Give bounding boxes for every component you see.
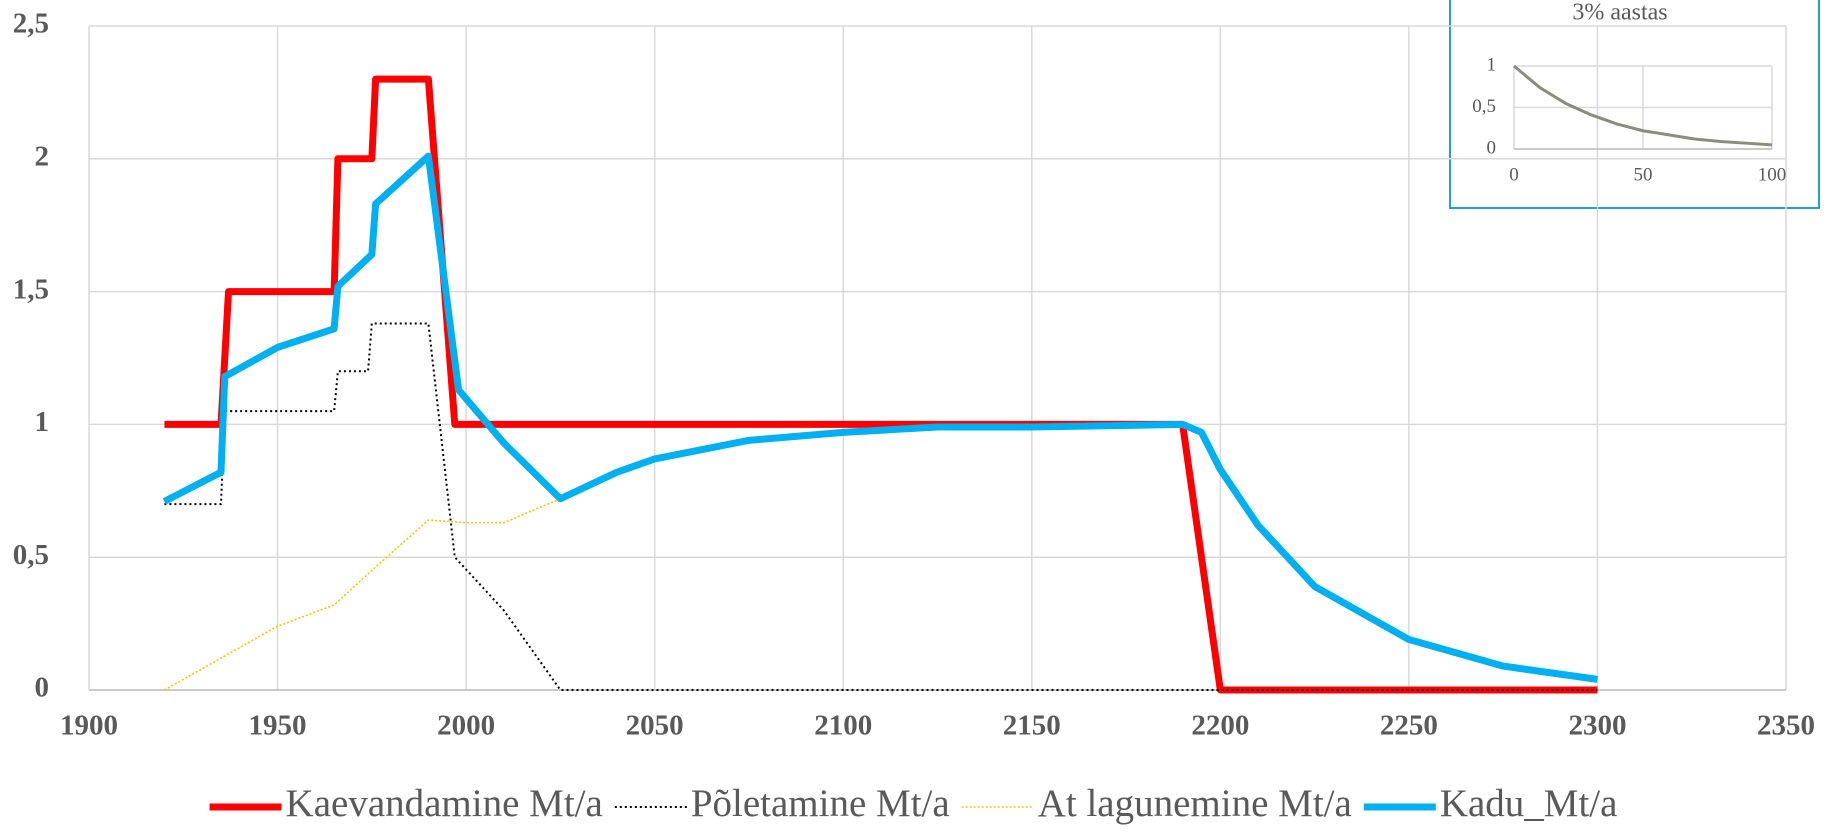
x-tick-label: 1950 — [249, 710, 307, 742]
series-line — [164, 75, 1598, 694]
x-tick-label: 0 — [1509, 164, 1519, 185]
legend-label: At lagunemine Mt/a — [1038, 782, 1352, 825]
y-tick-label: 1 — [35, 406, 50, 438]
x-tick-label: 2250 — [1380, 710, 1438, 742]
series-line — [162, 152, 1598, 683]
x-tick-label: 2350 — [1757, 710, 1815, 742]
x-tick-label: 2150 — [1003, 710, 1061, 742]
y-tick-label: 0,5 — [13, 539, 49, 571]
series-line — [164, 498, 561, 691]
y-tick-label: 1 — [1487, 54, 1497, 75]
legend-label: Kadu_Mt/a — [1440, 782, 1618, 825]
x-tick-label: 50 — [1634, 164, 1653, 185]
x-tick-label: 2050 — [626, 710, 684, 742]
x-tick-label: 1900 — [60, 710, 118, 742]
series-line — [1513, 64, 1773, 147]
x-tick-label: 2100 — [814, 710, 872, 742]
legend-label: Põletamine Mt/a — [691, 782, 950, 825]
inset-title: 3% aastas — [1572, 0, 1667, 26]
y-tick-label: 1,5 — [13, 273, 49, 305]
x-tick-label: 2200 — [1191, 710, 1249, 742]
y-tick-label: 2,5 — [13, 8, 49, 40]
y-tick-label: 0 — [1487, 137, 1497, 158]
legend-label: Kaevandamine Mt/a — [286, 782, 603, 825]
x-tick-label: 2300 — [1568, 710, 1626, 742]
x-tick-label: 100 — [1758, 164, 1787, 185]
y-tick-label: 0 — [35, 672, 50, 704]
y-tick-label: 0,5 — [1472, 96, 1496, 117]
x-tick-label: 2000 — [437, 710, 495, 742]
series-line — [164, 322, 1598, 691]
inset-frame — [1449, 0, 1820, 209]
y-tick-label: 2 — [35, 140, 50, 172]
